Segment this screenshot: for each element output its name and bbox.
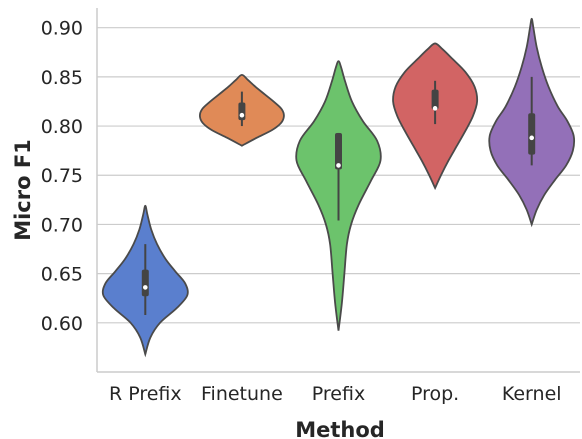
violin-prefix [295,60,382,331]
violins [101,17,576,358]
y-tick-labels: 0.60 0.65 0.70 0.75 0.80 0.85 0.90 [41,18,83,335]
x-tick-label: Prop. [411,383,459,405]
violin-median [239,112,245,118]
violin-iqr-box [528,113,536,155]
x-tick-label: R Prefix [109,383,182,405]
violin-median [143,285,148,290]
violin-prop [392,42,479,191]
violin-iqr-box [431,89,439,110]
axes-spines [96,8,580,373]
violin-finetune [198,73,285,147]
y-tick-label: 0.65 [41,264,83,286]
violin-median [529,135,534,141]
y-axis-label: Micro F1 [11,139,35,241]
x-tick-label: Finetune [201,383,283,405]
y-tick-label: 0.80 [41,116,83,138]
y-tick-label: 0.90 [41,18,83,40]
x-tick-labels: R Prefix Finetune Prefix Prop. Kernel [109,383,562,405]
violin-iqr-box [141,269,149,297]
violin-iqr-box [335,132,342,170]
x-tick-label: Prefix [312,383,365,405]
y-tick-label: 0.60 [41,313,83,335]
violin-kernel [488,17,576,228]
x-tick-label: Kernel [502,383,562,405]
y-tick-label: 0.75 [41,165,83,187]
y-tick-label: 0.70 [41,214,83,236]
violin-median [336,163,341,168]
violin-r-prefix [101,204,189,358]
x-axis-label: Method [295,418,385,439]
violin-median [432,106,438,111]
y-tick-label: 0.85 [41,67,83,89]
